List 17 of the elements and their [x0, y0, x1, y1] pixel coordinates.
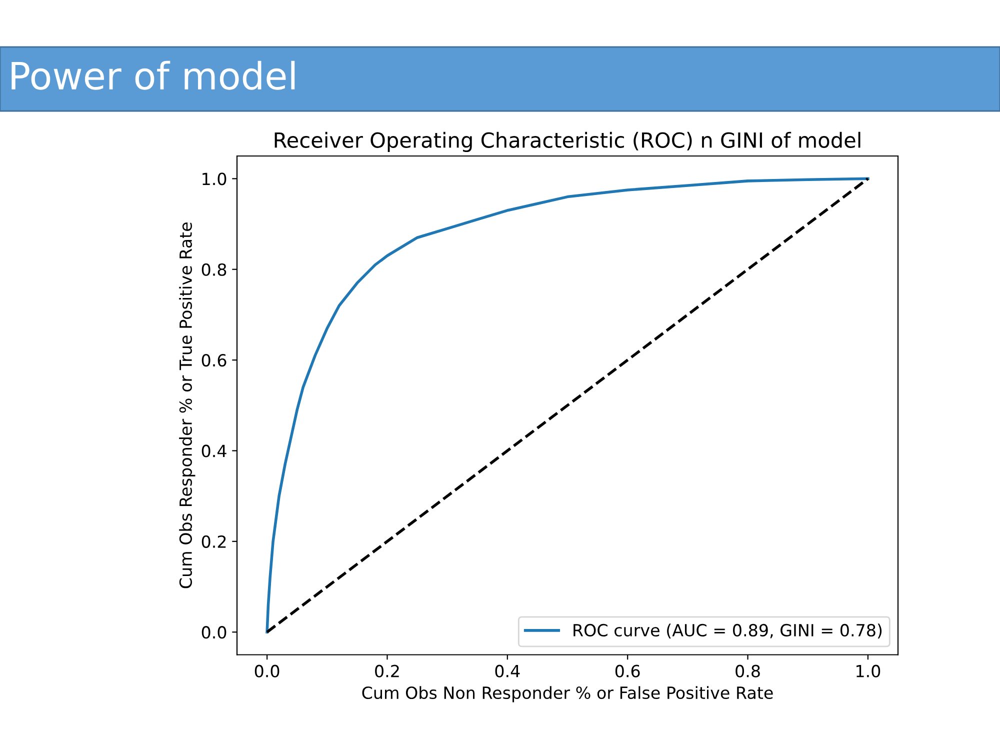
x-tick-label: 0.6: [615, 664, 640, 678]
y-tick-label: 0.6: [202, 354, 226, 367]
text: Power of model: [12, 60, 295, 90]
y-tick-label: 1.0: [202, 172, 226, 186]
y-tick-label: 0.4: [202, 444, 226, 458]
x-tick-label: 1.0: [856, 664, 880, 678]
x-tick-label: 0.0: [254, 664, 280, 678]
x-tick-label: 0.8: [736, 664, 760, 678]
legend-label: ROC curve (AUC = 0.89, GINI = 0.78): [574, 624, 882, 638]
y-tick-label: 0.2: [202, 535, 226, 548]
chart-title: Receiver Operating Characteristic (ROC) n GINI of model: [274, 132, 860, 152]
x-tick-label: 0.4: [495, 664, 520, 678]
y-tick-label: 0.0: [202, 626, 226, 639]
y-tick-label: 0.8: [202, 263, 226, 276]
x-tick-label: 0.2: [375, 664, 399, 678]
x-axis-title: Cum Obs Non Responder % or False Positive Rate: [362, 686, 773, 702]
y-axis-title: Cum Obs Responder % or True Positive Rate: [179, 222, 196, 588]
